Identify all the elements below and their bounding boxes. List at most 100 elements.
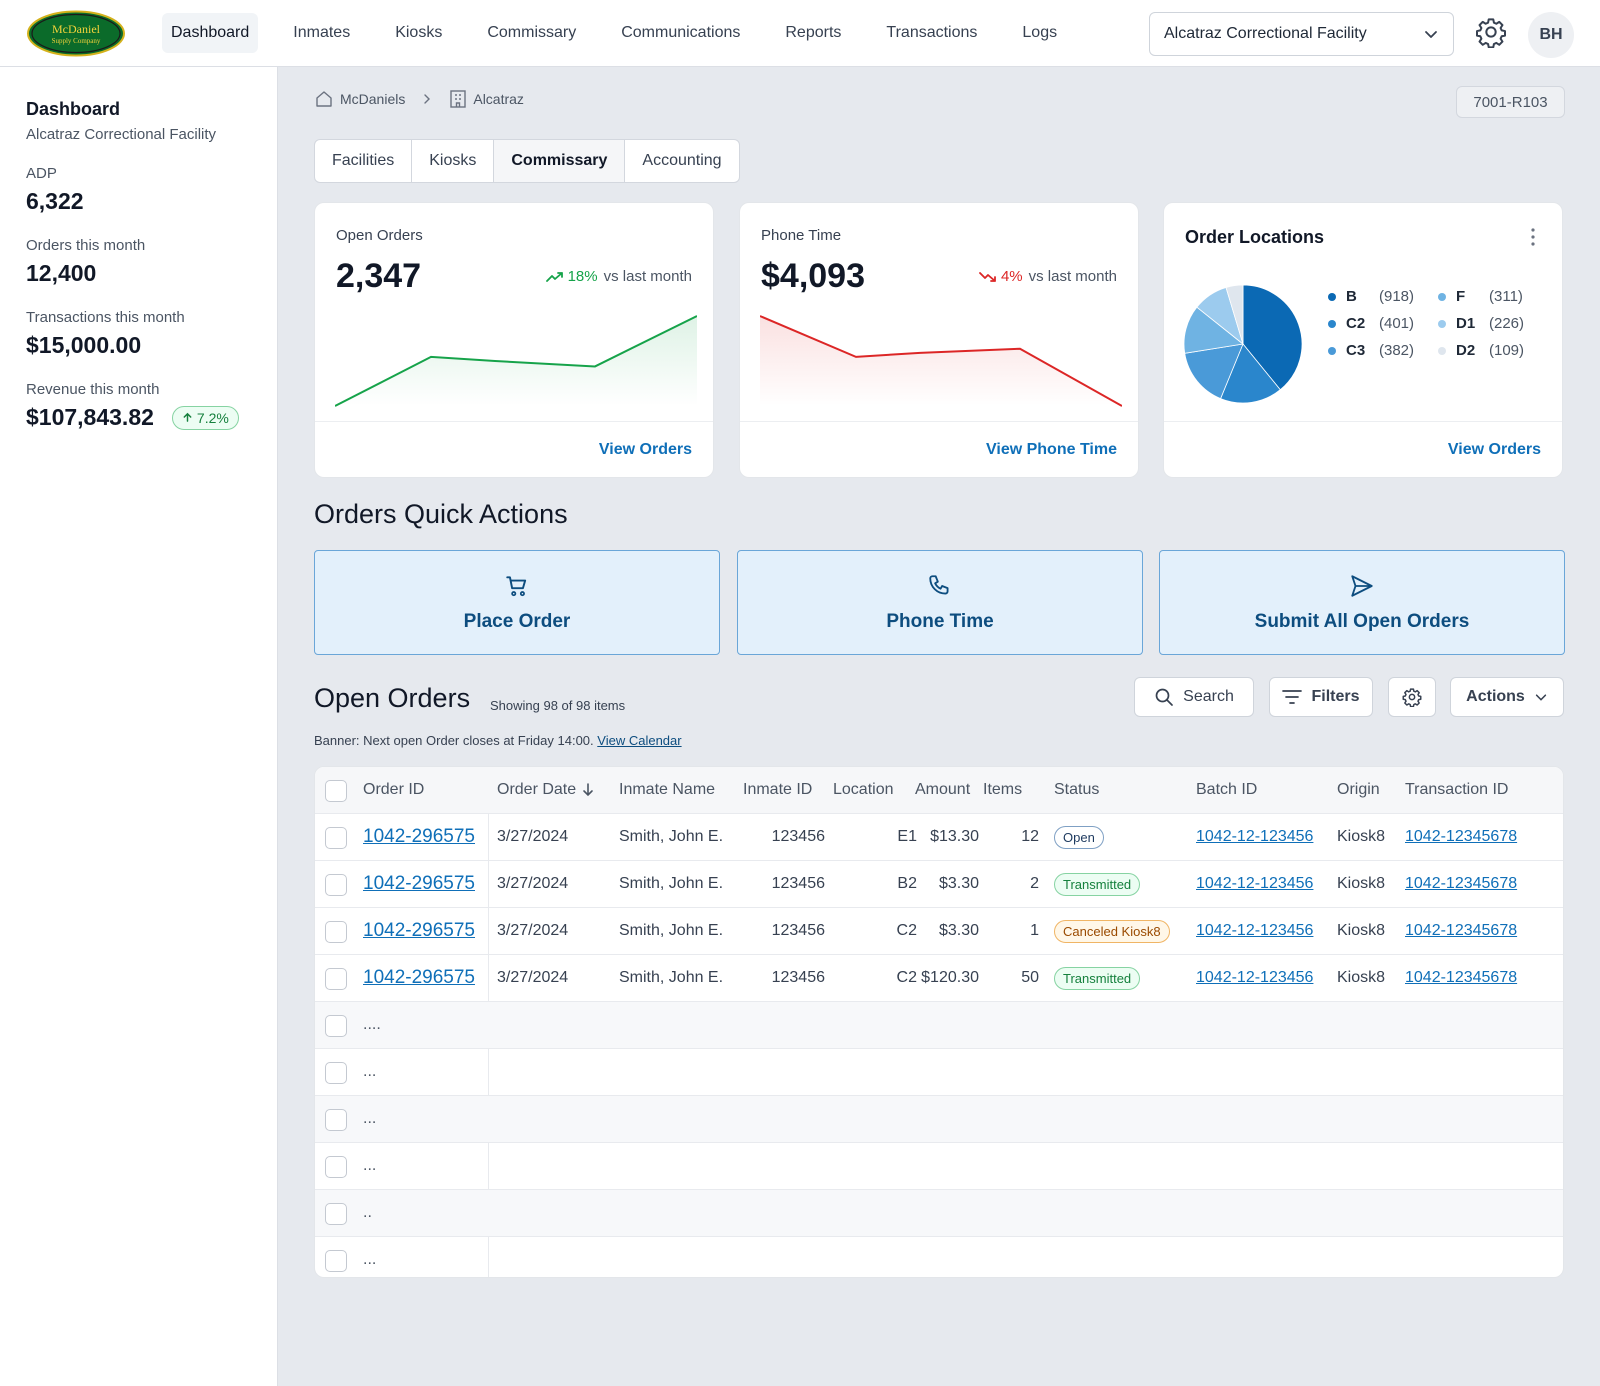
batch-id-link[interactable]: 1042-12-123456: [1196, 969, 1314, 986]
card-title: Phone Time: [761, 227, 842, 244]
select-all-checkbox[interactable]: [325, 780, 347, 802]
column-header[interactable]: Origin: [1337, 767, 1380, 813]
facility-select[interactable]: Alcatraz Correctional Facility: [1149, 12, 1454, 56]
more-options-icon[interactable]: [1530, 227, 1536, 247]
search-button[interactable]: Search: [1134, 677, 1254, 717]
button-label: Place Order: [463, 610, 571, 632]
column-header[interactable]: Transaction ID: [1405, 767, 1508, 813]
table-row[interactable]: 1042-296575 3/27/2024 Smith, John E. 123456…: [315, 908, 1563, 955]
legend-dot: [1438, 292, 1446, 301]
tab-commissary[interactable]: Commissary: [494, 140, 626, 182]
txn-id-link[interactable]: 1042-12345678: [1405, 922, 1518, 939]
table-cell: 1042-296575: [363, 908, 483, 954]
view-phone-time-link[interactable]: View Phone Time: [985, 440, 1117, 458]
column-header[interactable]: Order Date: [497, 767, 596, 813]
nav-communications[interactable]: Communications: [621, 24, 741, 41]
tab-kiosks[interactable]: Kiosks: [412, 140, 495, 182]
column-header-label: Origin: [1337, 781, 1380, 798]
place-order-button[interactable]: Place Order: [314, 550, 720, 655]
legend-dot: [1328, 319, 1336, 328]
view-orders-link[interactable]: View Orders: [598, 440, 692, 458]
batch-id-link[interactable]: 1042-12-123456: [1196, 922, 1314, 939]
column-header[interactable]: Location: [833, 767, 894, 813]
row-checkbox[interactable]: [325, 921, 347, 943]
nav-logs[interactable]: Logs: [1022, 24, 1058, 41]
breadcrumb-item-alcatraz[interactable]: Alcatraz: [449, 89, 524, 109]
table-cell: 123456: [743, 955, 825, 1001]
batch-id-link[interactable]: 1042-12-123456: [1196, 828, 1314, 845]
order-id-link[interactable]: 1042-296575: [363, 873, 475, 894]
table-row[interactable]: ..: [315, 1190, 1563, 1237]
table-cell: 1042-12-123456: [1196, 908, 1324, 954]
order-id-link[interactable]: 1042-296575: [363, 826, 475, 847]
column-header[interactable]: Status: [1054, 767, 1099, 813]
filters-button[interactable]: Filters: [1269, 677, 1373, 717]
row-checkbox[interactable]: [325, 1250, 347, 1272]
txn-id-link[interactable]: 1042-12345678: [1405, 875, 1518, 892]
settings-gear-icon[interactable]: [1475, 16, 1507, 48]
phone-time-button[interactable]: Phone Time: [737, 550, 1143, 655]
row-checkbox[interactable]: [325, 874, 347, 896]
legend-item-f: F (311): [1438, 287, 1550, 306]
table-cell: 1042-12345678: [1405, 955, 1535, 1001]
view-orders-link[interactable]: View Orders: [1447, 440, 1541, 458]
row-checkbox[interactable]: [325, 1062, 347, 1084]
table-row[interactable]: 1042-296575 3/27/2024 Smith, John E. 123456…: [315, 955, 1563, 1002]
order-id-link[interactable]: 1042-296575: [363, 967, 475, 988]
batch-id-link[interactable]: 1042-12-123456: [1196, 875, 1314, 892]
cell-name: Smith, John E.: [619, 922, 724, 939]
row-checkbox[interactable]: [325, 1203, 347, 1225]
cell-name: Smith, John E.: [619, 969, 724, 986]
trend-down-icon: [979, 271, 996, 282]
line-chart-area: [335, 316, 697, 406]
company-logo[interactable]: McDaniel Supply Company: [26, 10, 126, 57]
legend-dot: [1438, 346, 1446, 355]
row-checkbox[interactable]: [325, 1015, 347, 1037]
actions-dropdown[interactable]: Actions: [1450, 677, 1564, 717]
nav-transactions[interactable]: Transactions: [886, 24, 978, 41]
table-row[interactable]: ...: [315, 1143, 1563, 1190]
status-badge: Transmitted: [1054, 872, 1141, 896]
column-header[interactable]: Inmate ID: [743, 767, 812, 813]
nav-reports[interactable]: Reports: [785, 24, 842, 41]
tab-facilities[interactable]: Facilities: [315, 140, 413, 182]
column-header[interactable]: Batch ID: [1196, 767, 1257, 813]
nav-kiosks[interactable]: Kiosks: [395, 24, 443, 41]
breadcrumb-label: McDaniels: [340, 91, 406, 107]
table-row[interactable]: ...: [315, 1096, 1563, 1143]
order-id-link[interactable]: 1042-296575: [363, 920, 475, 941]
row-checkbox[interactable]: [325, 1156, 347, 1178]
column-header[interactable]: Order ID: [363, 767, 424, 813]
card-footer: View Orders: [315, 421, 713, 477]
column-header[interactable]: Amount: [915, 767, 970, 813]
row-checkbox[interactable]: [325, 827, 347, 849]
nav-dashboard[interactable]: Dashboard: [162, 13, 259, 53]
breadcrumb-item-mcdaniels[interactable]: McDaniels: [314, 89, 405, 109]
nav-inmates[interactable]: Inmates: [293, 24, 351, 41]
table-settings-button[interactable]: [1388, 677, 1436, 717]
table-row[interactable]: 1042-296575 3/27/2024 Smith, John E. 123456…: [315, 814, 1563, 861]
pie-slice-c2: [1220, 343, 1281, 403]
table-row[interactable]: ....: [315, 1002, 1563, 1049]
txn-id-link[interactable]: 1042-12345678: [1405, 969, 1518, 986]
table-row[interactable]: ...: [315, 1049, 1563, 1096]
user-avatar[interactable]: BH: [1528, 12, 1574, 58]
legend-item-d1: D1 (226): [1438, 314, 1550, 333]
cell-origin: Kiosk8: [1337, 875, 1386, 892]
order-banner: Banner: Next open Order closes at Friday…: [314, 733, 682, 748]
txn-id-link[interactable]: 1042-12345678: [1405, 828, 1518, 845]
row-checkbox[interactable]: [325, 1109, 347, 1131]
column-header[interactable]: Items: [983, 767, 1022, 813]
nav-commissary[interactable]: Commissary: [487, 24, 577, 41]
submit-all-open-orders-button[interactable]: Submit All Open Orders: [1159, 550, 1565, 655]
stat-value: $15,000.00: [26, 332, 142, 358]
table-cell: $120.30: [915, 955, 979, 1001]
view-calendar-link[interactable]: View Calendar: [597, 733, 682, 748]
column-header[interactable]: Inmate Name: [619, 767, 715, 813]
table-header: Order ID Order Date Inmate Name Inmate ID Lo…: [315, 767, 1563, 814]
table-row[interactable]: ...: [315, 1237, 1563, 1277]
card-title: Open Orders: [336, 227, 423, 244]
table-row[interactable]: 1042-296575 3/27/2024 Smith, John E. 123456…: [315, 861, 1563, 908]
row-checkbox[interactable]: [325, 968, 347, 990]
tab-accounting[interactable]: Accounting: [642, 152, 722, 169]
